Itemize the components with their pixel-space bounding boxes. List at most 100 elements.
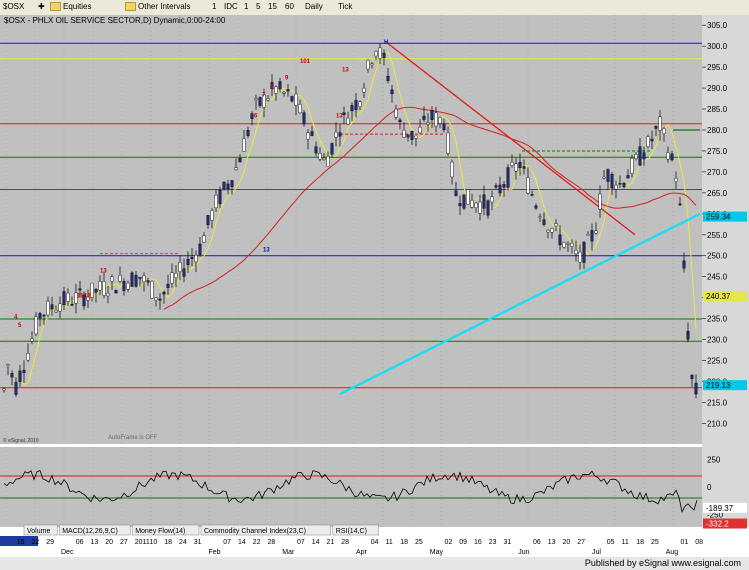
x-tick-label: 20 — [563, 539, 571, 546]
chart-title: $OSX - PHLX OIL SERVICE SECTOR,D) Dynami… — [4, 16, 226, 25]
candle-up — [318, 153, 322, 160]
annotations: H 13 13 13 9 87 6 54 101 11 12 13 — [14, 40, 388, 329]
candle-up — [194, 254, 198, 262]
folder-icon — [50, 2, 61, 12]
candle-up — [598, 193, 602, 210]
candle-up — [658, 116, 662, 131]
candle-down — [638, 146, 642, 166]
candle-up — [74, 292, 78, 304]
candle-down — [62, 291, 66, 305]
y-tick-label: 290.0 — [707, 84, 728, 93]
candle-down — [50, 304, 54, 310]
candle-down — [314, 146, 318, 154]
candle-down — [230, 180, 234, 188]
y-tick-label: 265.0 — [707, 189, 728, 198]
candle-down — [590, 230, 594, 242]
x-tick-label: Mar — [282, 549, 295, 556]
interval-tick[interactable]: Tick — [338, 2, 353, 11]
candle-down — [78, 288, 82, 291]
candle-up — [46, 301, 50, 316]
candle-up — [322, 157, 326, 160]
candle-up — [594, 230, 598, 234]
candle-up — [150, 281, 154, 299]
candle-down — [302, 112, 306, 125]
candle-up — [54, 309, 58, 313]
candle-down — [270, 82, 274, 89]
indicator-tab — [332, 524, 379, 536]
candle-up — [526, 177, 530, 194]
x-tick-label: Jun — [518, 549, 529, 556]
indicator-tab — [58, 524, 131, 536]
candle-down — [582, 241, 586, 263]
interval-15min[interactable]: 15 — [268, 2, 277, 11]
candle-up — [562, 242, 566, 248]
candle-down — [134, 275, 138, 287]
candle-down — [382, 52, 386, 58]
candle-up — [142, 275, 146, 283]
add-icon[interactable]: ✚ — [38, 2, 45, 11]
indicator-tab-label: MACD(12,26,9,C) — [62, 528, 118, 535]
candle-up — [394, 108, 398, 118]
td-label: 12 — [84, 294, 91, 300]
interval-idc[interactable]: IDC — [224, 2, 238, 11]
interval-60min[interactable]: 60 — [285, 2, 294, 11]
interval-1[interactable]: 1 — [212, 2, 217, 11]
x-tick-label: 14 — [312, 539, 320, 546]
candle-down — [506, 167, 510, 188]
candle-up — [202, 235, 206, 243]
uptrend-line — [339, 212, 701, 395]
candle-up — [418, 126, 422, 134]
interval-daily[interactable]: Daily — [305, 2, 323, 11]
candle-up — [570, 242, 574, 247]
candle-down — [690, 374, 694, 379]
candle-up — [426, 122, 430, 125]
candle-down — [70, 304, 74, 306]
candle-down — [642, 152, 646, 160]
candle-up — [358, 101, 362, 107]
candle-down — [338, 132, 342, 137]
candle-up — [634, 154, 638, 160]
x-tick-label: 31 — [504, 539, 512, 546]
x-tick-label: 04 — [371, 539, 379, 546]
td-label: 5 — [18, 323, 22, 329]
candle-up — [370, 63, 374, 66]
x-tick-label: 27 — [120, 539, 128, 546]
candle-down — [278, 81, 282, 90]
candle-down — [694, 382, 698, 395]
candle-down — [246, 130, 250, 136]
candle-up — [174, 273, 178, 278]
candle-down — [130, 272, 134, 287]
oscillator-panel — [0, 447, 702, 527]
td-label: 101 — [300, 59, 311, 65]
candle-down — [310, 131, 314, 136]
other-intervals-folder[interactable]: Other Intervals — [125, 2, 190, 12]
y-tick-label: 270.0 — [707, 168, 728, 177]
candle-up — [446, 132, 450, 154]
candle-up — [466, 189, 470, 205]
interval-1min[interactable]: 1 — [244, 2, 249, 11]
candle-up — [254, 98, 258, 101]
footer: Published by eSignal www.esignal.com — [0, 557, 749, 570]
candle-down — [458, 203, 462, 207]
y-tick-label: 300.0 — [707, 42, 728, 51]
interval-5min[interactable]: 5 — [256, 2, 261, 11]
indicator-tab-label: Commodity Channel Index(23,C) — [204, 528, 306, 535]
candle-down — [406, 134, 410, 138]
x-tick-label: Dec — [61, 549, 74, 556]
indicator-tab-label: Volume — [27, 528, 50, 535]
candle-down — [162, 291, 166, 295]
symbol-field[interactable]: $OSX — [3, 2, 25, 11]
candle-up — [470, 200, 474, 208]
candle-down — [518, 162, 522, 169]
candle-down — [622, 183, 626, 187]
candle-down — [286, 89, 290, 92]
equities-folder[interactable]: Equities — [50, 2, 91, 12]
indicator-tab-label: RSI(14,C) — [336, 528, 367, 535]
x-tick-label: 2011 — [135, 539, 150, 546]
candle-down — [290, 96, 294, 102]
y-tick-label: 295.0 — [707, 63, 728, 72]
candle-up — [242, 138, 246, 152]
candle-down — [354, 100, 358, 110]
candle-up — [674, 178, 678, 182]
candle-up — [178, 262, 182, 272]
